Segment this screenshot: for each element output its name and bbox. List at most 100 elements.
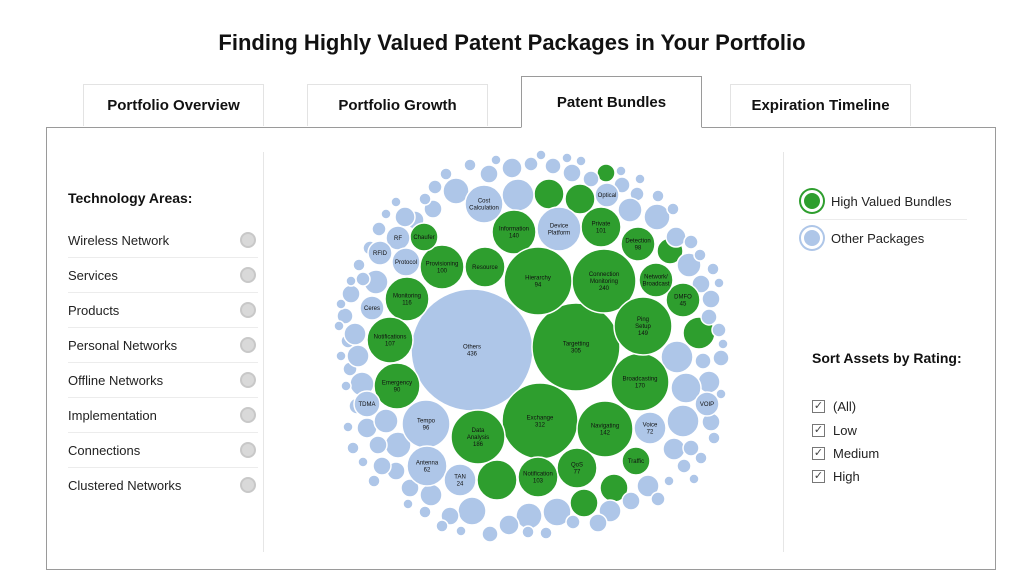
checkbox[interactable]: ✓ [812,469,825,483]
bubble-protocol[interactable] [391,247,421,277]
checkbox[interactable]: ✓ [812,423,825,437]
bubble[interactable] [367,474,381,488]
bubble[interactable] [651,189,665,203]
bubble[interactable] [694,352,712,370]
bubble-tdma[interactable] [353,390,381,418]
bubble[interactable] [490,154,502,166]
bubble-cost-calculation[interactable] [464,184,504,224]
bubble[interactable] [542,497,572,527]
bubble[interactable] [533,178,565,210]
sort-option-low[interactable]: ✓ Low [812,420,857,440]
bubble-antenna[interactable] [406,445,448,487]
bubble[interactable] [390,196,402,208]
radio-button[interactable] [240,442,256,458]
bubble[interactable] [683,234,699,250]
bubble[interactable] [501,178,535,212]
bubble-optical[interactable] [594,182,620,208]
bubble[interactable] [418,192,432,206]
bubble[interactable] [501,157,523,179]
bubble[interactable] [617,197,643,223]
bubble-network-broadcast[interactable] [638,262,674,298]
bubble[interactable] [700,308,718,326]
bubble[interactable] [346,441,360,455]
bubble-navigating[interactable] [576,400,634,458]
bubble-data-analysis[interactable] [450,409,506,465]
tab-patent-bundles[interactable]: Patent Bundles [521,76,702,128]
bubble-targetting[interactable] [531,302,621,392]
bubble[interactable] [340,380,352,392]
bubble[interactable] [394,206,416,228]
bubble[interactable] [457,496,487,526]
tech-area-connections[interactable]: Connections [68,433,258,468]
tab-expiration-timeline[interactable]: Expiration Timeline [730,84,911,126]
bubble[interactable] [455,525,467,537]
bubble[interactable] [665,226,687,248]
bubble[interactable] [371,221,387,237]
bubble[interactable] [660,340,694,374]
bubble[interactable] [582,170,600,188]
tab-portfolio-growth[interactable]: Portfolio Growth [307,84,488,126]
bubble[interactable] [663,475,675,487]
bubble[interactable] [402,498,414,510]
bubble[interactable] [498,514,520,536]
bubble[interactable] [569,488,599,518]
bubble-hierarchy[interactable] [503,246,573,316]
bubble[interactable] [615,165,627,177]
bubble-notifications[interactable] [366,316,414,364]
radio-button[interactable] [240,477,256,493]
bubble-voip[interactable] [694,391,720,417]
bubble[interactable] [621,491,641,511]
legend-other-packages[interactable]: Other Packages [801,222,924,254]
bubble[interactable] [463,158,477,172]
bubble[interactable] [634,173,646,185]
bubble-tan[interactable] [443,463,477,497]
bubble[interactable] [479,164,499,184]
bubble[interactable] [670,372,702,404]
bubble-emergency[interactable] [373,362,421,410]
sort-option-medium[interactable]: ✓ Medium [812,443,879,463]
bubble[interactable] [561,152,573,164]
radio-button[interactable] [240,302,256,318]
bubble-notification[interactable] [517,456,559,498]
bubble[interactable] [521,525,535,539]
bubble[interactable] [712,349,730,367]
tech-area-wireless-network[interactable]: Wireless Network [68,223,258,258]
legend-high-valued[interactable]: High Valued Bundles [801,185,951,217]
bubble[interactable] [523,156,539,172]
bubble-provisioning[interactable] [419,244,465,290]
radio-button[interactable] [240,407,256,423]
bubble[interactable] [435,519,449,533]
bubble[interactable] [333,320,345,332]
bubble[interactable] [419,483,443,507]
bubble-voice[interactable] [633,411,667,445]
bubble[interactable] [706,262,720,276]
bubble[interactable] [476,459,518,501]
bubble-traffic[interactable] [621,446,651,476]
bubble[interactable] [676,458,692,474]
bubble[interactable] [666,404,700,438]
bubble-ping-setup[interactable] [613,296,673,356]
checkbox[interactable]: ✓ [812,446,825,460]
bubble[interactable] [707,431,721,445]
bubble[interactable] [372,456,392,476]
bubble[interactable] [713,277,725,289]
tech-area-products[interactable]: Products [68,293,258,328]
bubble-monitoring[interactable] [384,276,430,322]
bubble[interactable] [335,350,347,362]
bubble[interactable] [335,298,347,310]
bubble[interactable] [400,478,420,498]
bubble-dmfo[interactable] [665,282,701,318]
bubble[interactable] [717,338,729,350]
bubble[interactable] [575,155,587,167]
bubble[interactable] [636,474,660,498]
bubble[interactable] [539,526,553,540]
bubble[interactable] [711,322,727,338]
bubble[interactable] [662,437,686,461]
bubble[interactable] [368,435,388,455]
bubble[interactable] [352,258,366,272]
bubble[interactable] [355,271,371,287]
bubble-device-platform[interactable] [536,206,582,252]
bubble-information[interactable] [491,209,537,255]
tech-area-clustered-networks[interactable]: Clustered Networks [68,468,258,502]
bubble[interactable] [688,473,700,485]
